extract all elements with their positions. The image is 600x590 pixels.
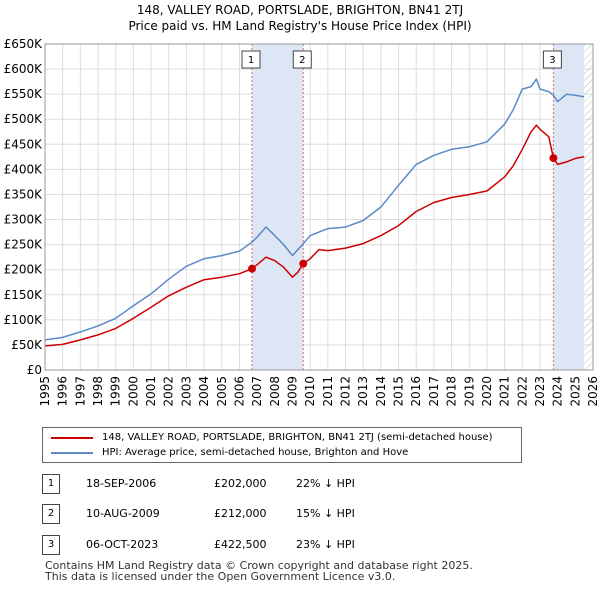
x-tick-label: 2010 — [303, 376, 317, 407]
x-tick-label: 2015 — [392, 376, 406, 407]
legend-swatch-property — [51, 437, 93, 439]
footer-licence: This data is licensed under the Open Gov… — [45, 570, 396, 583]
x-tick-label: 2025 — [568, 376, 582, 407]
legend-label-property: 148, VALLEY ROAD, PORTSLADE, BRIGHTON, B… — [102, 432, 493, 443]
axes: £0 £50K £100K £150K £200K £250K £300K £350K £400… — [4, 37, 600, 407]
x-tick-label: 2007 — [250, 376, 264, 407]
sale-price: £212,000 — [214, 507, 267, 520]
sale-number-badge: 3 — [42, 535, 60, 555]
y-tick-label: £400K — [4, 162, 44, 176]
x-tick-label: 2022 — [515, 376, 529, 407]
sale-badge-label: 2 — [299, 55, 305, 66]
x-tick-label: 2014 — [374, 376, 388, 407]
y-tick-label: £150K — [4, 288, 44, 302]
ownership-shade — [252, 44, 304, 370]
sale-badge-label: 3 — [549, 55, 555, 66]
x-tick-label: 2008 — [268, 376, 282, 407]
x-tick-label: 2004 — [197, 376, 211, 407]
future-hatch — [584, 44, 593, 370]
y-tick-label: £550K — [4, 87, 44, 101]
legend-swatch-hpi — [51, 452, 93, 454]
sale-number-badge: 1 — [42, 474, 60, 494]
y-tick-label: £100K — [4, 313, 44, 327]
x-tick-label: 1999 — [109, 376, 123, 407]
sale-date: 18-SEP-2006 — [86, 477, 157, 490]
x-tick-label: 2013 — [356, 376, 370, 407]
x-tick-label: 2009 — [285, 376, 299, 407]
y-tick-label: £0 — [27, 363, 42, 377]
sale-number-badge: 2 — [42, 504, 60, 524]
x-tick-label: 1997 — [73, 376, 87, 407]
x-tick-label: 2005 — [215, 376, 229, 407]
sale-markers: 1 2 3 — [241, 50, 562, 273]
sale-badge-box — [542, 50, 562, 69]
x-tick-label: 2003 — [179, 376, 193, 407]
x-tick-label: 2002 — [162, 376, 176, 407]
sale-row: 3 06-OCT-2023 £422,500 23% ↓ HPI — [42, 535, 442, 555]
x-tick-label: 2020 — [480, 376, 494, 407]
x-tick-label: 1996 — [56, 376, 70, 407]
property-price-line — [44, 124, 585, 347]
legend: 148, VALLEY ROAD, PORTSLADE, BRIGHTON, B… — [42, 427, 522, 463]
plot-frame — [44, 43, 594, 371]
y-tick-label: £450K — [4, 137, 44, 151]
x-tick-label: 2012 — [339, 376, 353, 407]
ownership-shade — [553, 44, 585, 370]
sale-date: 06-OCT-2023 — [86, 538, 159, 551]
x-tick-label: 2000 — [126, 376, 140, 407]
chart-title: 148, VALLEY ROAD, PORTSLADE, BRIGHTON, B… — [0, 2, 600, 34]
sale-point — [248, 264, 257, 273]
sale-badge-label: 1 — [248, 55, 254, 66]
sale-point — [549, 154, 558, 163]
sale-hpi-diff: 23% ↓ HPI — [296, 538, 355, 551]
sale-hpi-diff: 22% ↓ HPI — [296, 477, 355, 490]
x-tick-label: 2019 — [462, 376, 476, 407]
hpi-line — [44, 78, 585, 341]
sale-hpi-diff: 15% ↓ HPI — [296, 507, 355, 520]
chart-title-line2: Price paid vs. HM Land Registry's House … — [128, 19, 472, 33]
x-tick-label: 2006 — [232, 376, 246, 407]
y-tick-label: £600K — [4, 62, 44, 76]
sale-price: £202,000 — [214, 477, 267, 490]
y-tick-label: £300K — [4, 213, 44, 227]
footer: Contains HM Land Registry data © Crown c… — [45, 560, 473, 582]
x-tick-label: 2018 — [445, 376, 459, 407]
x-tick-label: 2011 — [321, 376, 335, 407]
y-tick-label: £250K — [4, 238, 44, 252]
y-tick-label: £200K — [4, 263, 44, 277]
legend-label-hpi: HPI: Average price, semi-detached house,… — [102, 447, 409, 458]
y-tick-label: £50K — [11, 338, 43, 352]
sale-periods — [251, 44, 593, 370]
x-tick-label: 2016 — [409, 376, 423, 407]
x-tick-label: 2023 — [533, 376, 547, 407]
sale-row: 2 10-AUG-2009 £212,000 15% ↓ HPI — [42, 504, 442, 524]
chart-title-line1: 148, VALLEY ROAD, PORTSLADE, BRIGHTON, B… — [136, 3, 464, 17]
x-tick-label: 2017 — [427, 376, 441, 407]
x-tick-label: 2026 — [586, 376, 600, 407]
sale-badge-box — [292, 50, 312, 69]
x-tick-label: 2021 — [498, 376, 512, 407]
footer-copyright: Contains HM Land Registry data © Crown c… — [45, 559, 473, 572]
price-chart: 1 2 3 £0 £50K £100K £150K £200K £250K £300K £350K… — [4, 37, 600, 407]
sale-price: £422,500 — [214, 538, 267, 551]
series — [44, 78, 585, 347]
x-tick-label: 2001 — [144, 376, 158, 407]
sale-date: 10-AUG-2009 — [86, 507, 160, 520]
x-tick-label: 2024 — [551, 376, 565, 407]
y-tick-label: £650K — [4, 37, 44, 51]
y-tick-label: £500K — [4, 112, 44, 126]
sale-badge-box — [241, 50, 261, 69]
sale-point — [299, 259, 308, 268]
y-tick-label: £350K — [4, 187, 44, 201]
sale-row: 1 18-SEP-2006 £202,000 22% ↓ HPI — [42, 474, 442, 494]
x-tick-label: 1995 — [38, 376, 52, 407]
x-tick-label: 1998 — [91, 376, 105, 407]
